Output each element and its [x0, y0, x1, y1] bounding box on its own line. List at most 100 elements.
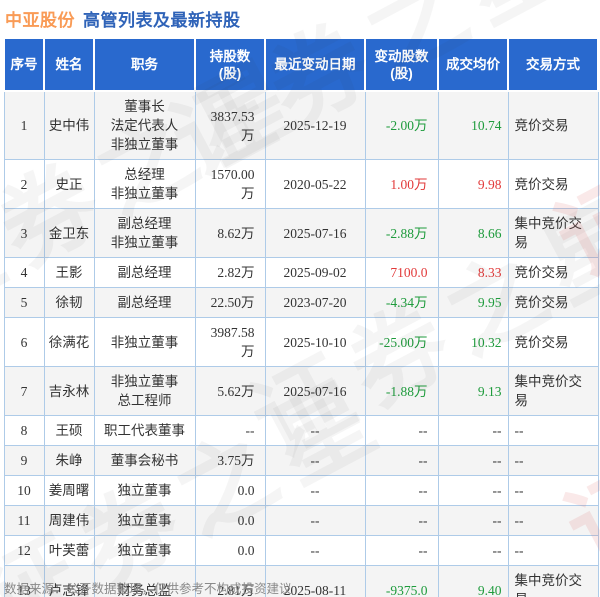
- cell-name: 叶芙蕾: [43, 535, 95, 566]
- cell-shares: 0.0: [194, 535, 266, 566]
- cell-avg-price: 8.33: [437, 257, 509, 288]
- cell-position: 非独立董事 总工程师: [93, 366, 196, 416]
- cell-name: 史中伟: [43, 90, 95, 160]
- cell-name: 卢志锋: [43, 565, 95, 597]
- header-index: 序号: [3, 37, 45, 92]
- cell-avg-price: 9.95: [437, 287, 509, 318]
- cell-trade-type: 竞价交易: [507, 257, 599, 288]
- cell-name: 王影: [43, 257, 95, 288]
- header-change-date: 最近变动日期: [264, 37, 366, 92]
- cell-change-date: 2023-07-20: [264, 287, 366, 318]
- cell-shares: 22.50万: [194, 287, 266, 318]
- cell-name: 姜周曙: [43, 475, 95, 506]
- cell-index: 5: [3, 287, 45, 318]
- cell-change-qty: -2.88万: [364, 208, 439, 258]
- cell-trade-type: --: [507, 415, 599, 446]
- cell-name: 金卫东: [43, 208, 95, 258]
- cell-name: 朱峥: [43, 445, 95, 476]
- table-row: 12 叶芙蕾 独立董事 0.0 -- -- -- --: [3, 535, 599, 566]
- cell-avg-price: --: [437, 535, 509, 566]
- cell-index: 6: [3, 317, 45, 367]
- cell-shares: 2.81万: [194, 565, 266, 597]
- cell-avg-price: --: [437, 505, 509, 536]
- cell-name: 徐满花: [43, 317, 95, 367]
- cell-avg-price: 9.13: [437, 366, 509, 416]
- cell-name: 周建伟: [43, 505, 95, 536]
- cell-shares: 0.0: [194, 505, 266, 536]
- cell-position: 独立董事: [93, 475, 196, 506]
- cell-position: 非独立董事: [93, 317, 196, 367]
- cell-position: 总经理 非独立董事: [93, 159, 196, 209]
- cell-change-date: 2020-05-22: [264, 159, 366, 209]
- cell-change-qty: -2.00万: [364, 90, 439, 160]
- cell-name: 徐韧: [43, 287, 95, 318]
- cell-trade-type: 竞价交易: [507, 287, 599, 318]
- table-header: 序号 姓名 职务 持股数 (股) 最近变动日期 变动股数 (股) 成交均价 交易…: [3, 37, 599, 92]
- table-row: 3 金卫东 副总经理 非独立董事 8.62万 2025-07-16 -2.88万…: [3, 208, 599, 258]
- table-row: 9 朱峥 董事会秘书 3.75万 -- -- -- --: [3, 445, 599, 476]
- cell-trade-type: 竞价交易: [507, 90, 599, 160]
- cell-position: 独立董事: [93, 535, 196, 566]
- table-row: 2 史正 总经理 非独立董事 1570.00万 2020-05-22 1.00万…: [3, 159, 599, 209]
- cell-shares: 3837.53万: [194, 90, 266, 160]
- cell-avg-price: 8.66: [437, 208, 509, 258]
- cell-position: 副总经理: [93, 257, 196, 288]
- cell-name: 史正: [43, 159, 95, 209]
- cell-change-qty: --: [364, 415, 439, 446]
- stock-name: 中亚股份: [5, 11, 75, 30]
- cell-trade-type: 集中竞价交易: [507, 208, 599, 258]
- cell-change-date: 2025-08-11: [264, 565, 366, 597]
- cell-name: 王硕: [43, 415, 95, 446]
- header-row: 序号 姓名 职务 持股数 (股) 最近变动日期 变动股数 (股) 成交均价 交易…: [3, 37, 599, 92]
- cell-index: 11: [3, 505, 45, 536]
- cell-index: 9: [3, 445, 45, 476]
- cell-change-date: --: [264, 475, 366, 506]
- table-row: 10 姜周曙 独立董事 0.0 -- -- -- --: [3, 475, 599, 506]
- cell-change-date: --: [264, 415, 366, 446]
- cell-change-date: 2025-12-19: [264, 90, 366, 160]
- cell-change-qty: --: [364, 505, 439, 536]
- cell-avg-price: --: [437, 445, 509, 476]
- cell-change-date: --: [264, 505, 366, 536]
- cell-change-date: 2025-07-16: [264, 366, 366, 416]
- cell-index: 3: [3, 208, 45, 258]
- cell-change-qty: -4.34万: [364, 287, 439, 318]
- cell-index: 7: [3, 366, 45, 416]
- cell-change-date: 2025-07-16: [264, 208, 366, 258]
- cell-shares: 1570.00万: [194, 159, 266, 209]
- cell-shares: 3.75万: [194, 445, 266, 476]
- table-row: 4 王影 副总经理 2.82万 2025-09-02 7100.0 8.33 竞…: [3, 257, 599, 288]
- cell-avg-price: 9.40: [437, 565, 509, 597]
- cell-index: 2: [3, 159, 45, 209]
- table-row: 5 徐韧 副总经理 22.50万 2023-07-20 -4.34万 9.95 …: [3, 287, 599, 318]
- cell-index: 4: [3, 257, 45, 288]
- header-position: 职务: [93, 37, 196, 92]
- cell-change-qty: 7100.0: [364, 257, 439, 288]
- cell-position: 董事会秘书: [93, 445, 196, 476]
- table-row: 13 卢志锋 财务总监 2.81万 2025-08-11 -9375.0 9.4…: [3, 565, 599, 597]
- table-row: 1 史中伟 董事长 法定代表人 非独立董事 3837.53万 2025-12-1…: [3, 90, 599, 160]
- cell-position: 独立董事: [93, 505, 196, 536]
- cell-avg-price: 10.32: [437, 317, 509, 367]
- cell-index: 12: [3, 535, 45, 566]
- cell-avg-price: 10.74: [437, 90, 509, 160]
- header-name: 姓名: [43, 37, 95, 92]
- page-subtitle: 高管列表及最新持股: [83, 11, 241, 30]
- table-row: 8 王硕 职工代表董事 -- -- -- -- --: [3, 415, 599, 446]
- cell-index: 10: [3, 475, 45, 506]
- cell-trade-type: --: [507, 445, 599, 476]
- cell-position: 董事长 法定代表人 非独立董事: [93, 90, 196, 160]
- cell-trade-type: 集中竞价交易: [507, 366, 599, 416]
- cell-shares: --: [194, 415, 266, 446]
- cell-trade-type: 竞价交易: [507, 159, 599, 209]
- cell-trade-type: --: [507, 475, 599, 506]
- cell-index: 1: [3, 90, 45, 160]
- table-body: 1 史中伟 董事长 法定代表人 非独立董事 3837.53万 2025-12-1…: [3, 90, 599, 597]
- cell-shares: 0.0: [194, 475, 266, 506]
- cell-shares: 2.82万: [194, 257, 266, 288]
- cell-change-date: --: [264, 445, 366, 476]
- cell-shares: 8.62万: [194, 208, 266, 258]
- cell-position: 财务总监: [93, 565, 196, 597]
- header-shares: 持股数 (股): [194, 37, 266, 92]
- cell-shares: 3987.58万: [194, 317, 266, 367]
